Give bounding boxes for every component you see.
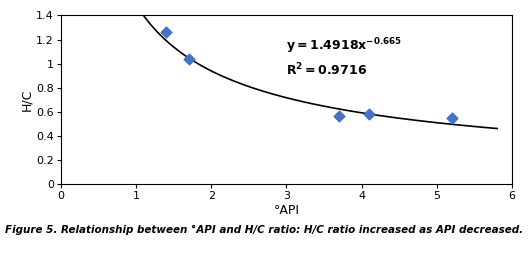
Point	[365, 112, 373, 117]
Point	[448, 116, 456, 120]
Point	[335, 114, 343, 118]
Text: Figure 5. Relationship between °API and H/C ratio: H/C ratio increased as API de: Figure 5. Relationship between °API and …	[5, 224, 523, 235]
X-axis label: °API: °API	[274, 204, 299, 217]
Text: $\mathbf{y = 1.4918x^{-0.665}}$: $\mathbf{y = 1.4918x^{-0.665}}$	[286, 36, 402, 56]
Point	[162, 30, 170, 35]
Text: $\mathbf{R^2 = 0.9716}$: $\mathbf{R^2 = 0.9716}$	[286, 61, 367, 78]
Y-axis label: H/C: H/C	[20, 89, 33, 111]
Point	[184, 57, 193, 61]
